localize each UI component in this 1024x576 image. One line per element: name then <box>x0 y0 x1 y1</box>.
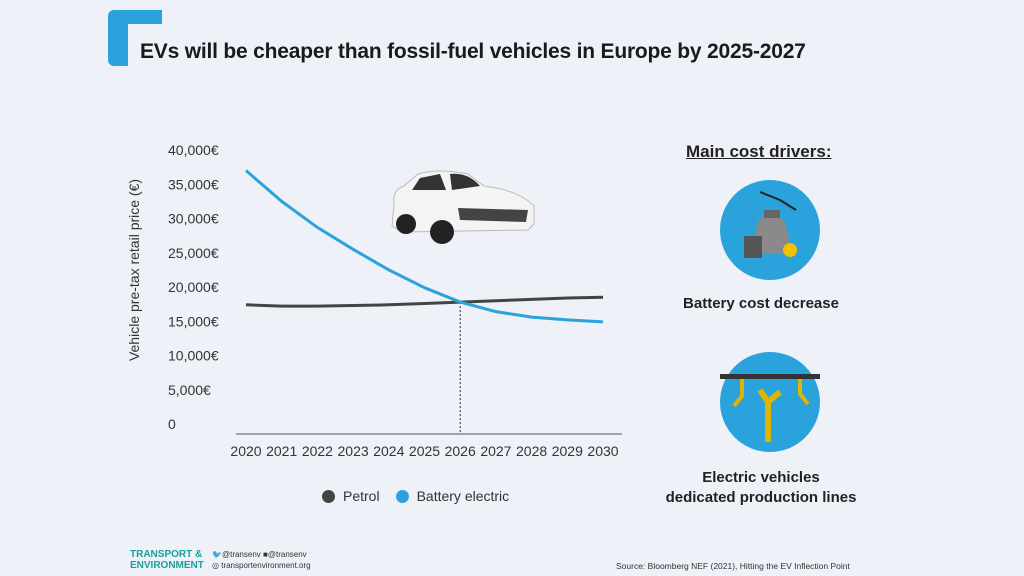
x-tick-label: 2029 <box>552 443 583 459</box>
x-tick-label: 2026 <box>445 443 476 459</box>
money-bag-battery-icon <box>720 180 820 280</box>
page-title: EVs will be cheaper than fossil-fuel veh… <box>140 40 806 63</box>
x-tick-label: 2023 <box>338 443 369 459</box>
logo-line1: TRANSPORT & <box>130 549 203 560</box>
x-tick-label: 2021 <box>266 443 297 459</box>
source-note: Source: Bloomberg NEF (2021), Hitting th… <box>616 561 850 571</box>
twitter-icon: 🐦 <box>212 550 222 559</box>
series-line-battery-electric <box>245 169 604 324</box>
series-line-petrol <box>245 295 604 308</box>
x-tick-label: 2028 <box>516 443 547 459</box>
facebook-handle[interactable]: @transenv <box>267 550 307 559</box>
legend-petrol-label: Petrol <box>343 488 380 504</box>
x-tick-label: 2024 <box>373 443 404 459</box>
y-tick-label: 30,000€ <box>168 211 219 227</box>
facebook-icon: ■ <box>263 550 268 559</box>
legend-battery-label: Battery electric <box>416 488 510 504</box>
y-tick-label: 25,000€ <box>168 245 219 261</box>
x-tick-label: 2030 <box>587 443 618 459</box>
globe-icon: ◎ <box>212 561 219 570</box>
logo-line2: ENVIRONMENT <box>130 560 204 571</box>
y-tick-label: 40,000€ <box>168 142 219 158</box>
legend-petrol-swatch <box>322 489 335 503</box>
driver-label-line2: dedicated production lines <box>665 489 857 506</box>
drivers-title: Main cost drivers: <box>686 142 832 161</box>
legend: Petrol Battery electric <box>322 488 509 504</box>
corner-bracket-icon <box>108 10 162 66</box>
y-tick-label: 10,000€ <box>168 348 219 364</box>
logo: TRANSPORT & ENVIRONMENT <box>108 549 204 571</box>
y-tick-label: 5,000€ <box>168 382 211 398</box>
y-tick-label: 20,000€ <box>168 279 219 295</box>
legend-battery-swatch <box>395 489 409 503</box>
y-tick-label: 0 <box>168 416 176 432</box>
twitter-handle[interactable]: @transenv <box>221 550 261 559</box>
robot-arms-icon <box>720 352 820 452</box>
website-link[interactable]: transportenvironment.org <box>221 561 311 570</box>
driver-label-battery: Battery cost decrease <box>683 295 839 312</box>
x-tick-label: 2022 <box>302 443 333 459</box>
x-tick-label: 2020 <box>230 443 261 459</box>
y-tick-label: 35,000€ <box>168 176 219 192</box>
car-image <box>391 170 535 244</box>
x-tick-label: 2027 <box>480 443 511 459</box>
y-axis-label: Vehicle pre-tax retail price (€) <box>126 178 142 362</box>
x-tick-label: 2025 <box>409 443 440 459</box>
social-links: 🐦@transenv ■@transenv ◎ transportenviron… <box>212 549 311 571</box>
driver-label-production: Electric vehicles dedicated production l… <box>631 468 891 508</box>
y-tick-label: 15,000€ <box>168 313 219 329</box>
driver-label-line1: Electric vehicles <box>702 469 820 486</box>
